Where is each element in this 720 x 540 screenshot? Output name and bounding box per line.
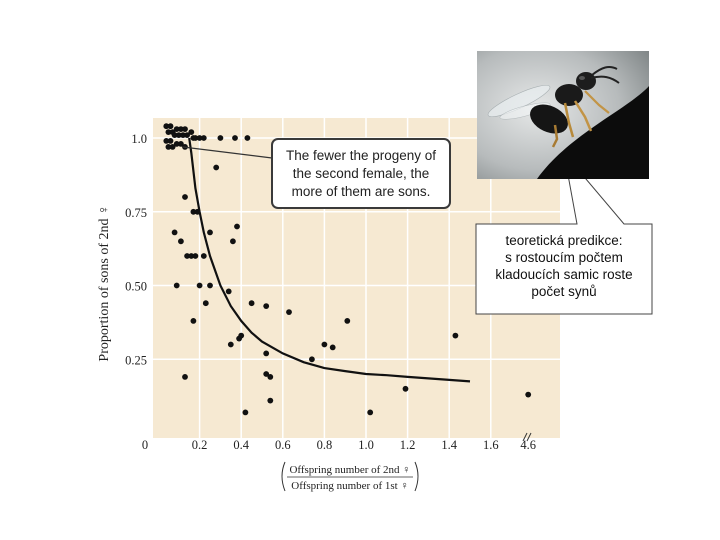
data-point xyxy=(163,123,170,130)
data-point xyxy=(207,282,213,289)
data-point xyxy=(167,123,174,130)
y-tick-label: 0.25 xyxy=(125,353,147,367)
data-point xyxy=(196,135,203,141)
data-point xyxy=(242,409,249,416)
x-axis-label: Offspring number of 2nd ♀ Offspring numb… xyxy=(281,461,419,492)
data-point xyxy=(286,309,292,315)
data-point xyxy=(234,223,240,230)
data-point xyxy=(321,341,328,348)
y-tick-label: 0.75 xyxy=(125,206,147,220)
wasp-photo-icon xyxy=(477,51,649,179)
data-point xyxy=(167,138,174,144)
callout-line-2: s rostoucím počtem xyxy=(505,250,623,265)
x-tick-label: 1.6 xyxy=(483,438,499,452)
data-point xyxy=(196,282,203,289)
annotation-line-2: the second female, the xyxy=(293,166,430,181)
x-axis-label-numerator: Offspring number of 2nd ♀ xyxy=(289,464,410,476)
data-point xyxy=(248,300,255,307)
y-tick-label: 1.0 xyxy=(131,132,147,146)
x-tick-labels: 0 0.2 0.4 0.6 0.8 1.0 1.2 1.4 1.6 4.6 xyxy=(142,438,536,452)
x-tick-label: 1.4 xyxy=(441,438,457,452)
data-point xyxy=(213,164,220,171)
data-point xyxy=(402,385,409,392)
data-point xyxy=(192,135,199,141)
x-tick-label: 1.2 xyxy=(400,438,416,452)
data-point xyxy=(202,300,209,307)
x-tick-label: 0 xyxy=(142,438,148,452)
data-point xyxy=(230,238,236,245)
x-tick-label: 0.8 xyxy=(317,438,333,452)
data-point xyxy=(178,126,184,132)
fit-curve-layer xyxy=(188,137,471,383)
data-point xyxy=(184,253,191,259)
callout-line-4: počet synů xyxy=(531,284,597,299)
data-point xyxy=(180,132,186,139)
callout-line-3: kladoucích samic roste xyxy=(495,267,633,282)
data-point xyxy=(173,141,180,147)
annotation-box xyxy=(271,138,451,209)
y-tick-label: 0.50 xyxy=(125,280,147,294)
callout-bubble xyxy=(475,151,653,315)
x-tick-label: 4.6 xyxy=(520,438,536,452)
data-point xyxy=(329,344,336,351)
data-point xyxy=(200,253,207,259)
callout-text: teoretická predikce: s rostoucím počtem … xyxy=(476,232,652,300)
data-point xyxy=(169,144,176,150)
data-point xyxy=(182,194,188,200)
data-point xyxy=(344,318,351,324)
axis-break-marks xyxy=(522,432,532,442)
data-point xyxy=(217,135,224,141)
data-point xyxy=(263,350,270,357)
data-point xyxy=(163,138,170,144)
data-point xyxy=(232,135,238,141)
annotation-leader-line xyxy=(182,146,273,159)
x-tick-label: 1.0 xyxy=(358,438,374,452)
x-tick-label: 0.2 xyxy=(192,438,208,452)
data-point xyxy=(171,132,178,139)
data-point xyxy=(309,356,315,363)
data-point xyxy=(182,374,188,380)
x-axis-label-denominator: Offspring number of 1st ♀ xyxy=(291,480,408,492)
data-point xyxy=(227,341,234,348)
data-point xyxy=(184,132,191,139)
points-layer xyxy=(163,123,532,416)
data-point xyxy=(263,303,270,309)
data-point xyxy=(452,332,459,339)
data-point xyxy=(194,208,201,215)
data-point xyxy=(175,132,182,139)
data-point xyxy=(244,135,251,141)
data-point xyxy=(525,391,532,398)
data-point xyxy=(165,129,172,136)
x-tick-label: 0.4 xyxy=(233,438,249,452)
data-point xyxy=(238,332,245,339)
data-point xyxy=(178,238,184,245)
data-point xyxy=(173,126,180,132)
data-point xyxy=(188,253,195,259)
x-tick-label: 0.6 xyxy=(275,438,291,452)
data-point xyxy=(207,229,213,236)
callout-line-1: teoretická predikce: xyxy=(505,233,623,248)
data-point xyxy=(178,141,184,147)
data-point xyxy=(267,397,274,404)
data-point xyxy=(188,129,195,136)
data-point xyxy=(263,371,270,377)
data-point xyxy=(182,126,188,132)
data-point xyxy=(190,208,197,215)
data-point xyxy=(165,144,172,150)
data-point xyxy=(200,135,207,141)
annotation-line-1: The fewer the progeny of xyxy=(286,148,436,163)
data-point xyxy=(192,253,199,259)
data-point xyxy=(171,229,178,236)
data-point xyxy=(190,318,197,324)
data-point xyxy=(367,409,374,416)
y-tick-labels: 0.25 0.50 0.75 1.0 xyxy=(125,132,147,367)
fit-curve xyxy=(188,137,471,383)
data-point xyxy=(173,282,180,289)
y-axis-label: Proportion of sons of 2nd ♀ xyxy=(97,204,112,361)
annotation-line-3: more of them are sons. xyxy=(292,184,431,199)
data-point xyxy=(225,288,232,295)
data-point xyxy=(267,374,274,380)
